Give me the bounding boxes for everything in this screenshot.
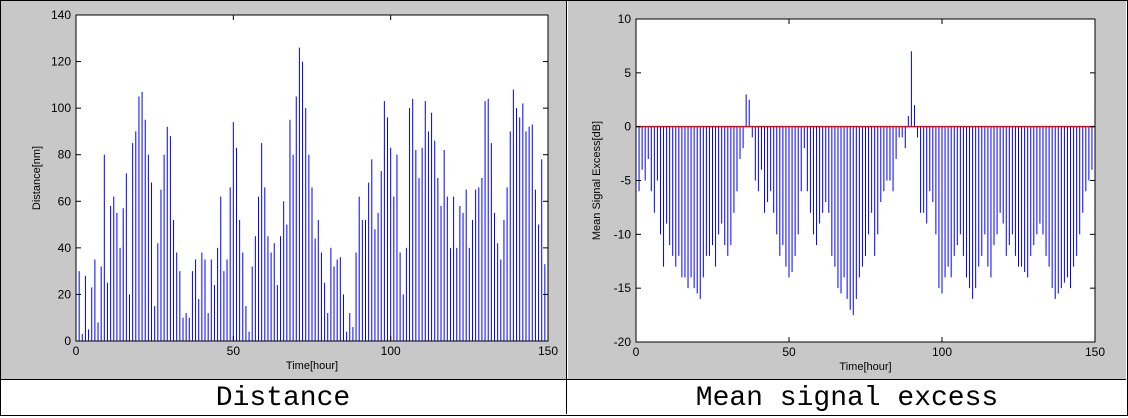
x-axis-label: Time[hour] <box>286 360 338 372</box>
caption-signal-excess: Mean signal excess <box>695 383 999 414</box>
y-tick-label: 0 <box>64 334 71 348</box>
signal-excess-chart: 0 50 100 150 -20 -15 -10 -5 0 5 10 Time[hour] Mean S… <box>568 1 1126 379</box>
caption-distance: Distance <box>215 383 351 414</box>
x-tick-label: 150 <box>538 344 558 358</box>
distance-chart: 0 50 100 150 0 20 40 60 80 100 120 140 Time[hour] Dis… <box>1 1 566 379</box>
y-tick-label: 140 <box>51 8 71 22</box>
y-tick-label: 100 <box>51 101 71 115</box>
row-divider <box>0 379 1126 380</box>
y-tick-label: -20 <box>614 335 632 349</box>
y-tick-label: 5 <box>624 66 631 80</box>
x-tick-label: 0 <box>73 344 80 358</box>
y-tick-label: -5 <box>620 174 631 188</box>
column-divider <box>566 0 567 414</box>
x-tick-label: 50 <box>227 344 241 358</box>
y-tick-label: 20 <box>58 287 72 301</box>
y-tick-label: -10 <box>614 227 632 241</box>
y-tick-label: 60 <box>58 194 72 208</box>
y-tick-label: -15 <box>614 281 632 295</box>
y-tick-label: 40 <box>58 241 72 255</box>
y-tick-label: 0 <box>624 120 631 134</box>
y-tick-label: 80 <box>58 148 72 162</box>
x-tick-label: 100 <box>381 344 401 358</box>
y-axis-label: Mean Signal Excess[dB] <box>591 121 603 240</box>
x-tick-label: 0 <box>633 345 640 359</box>
y-axis-label: Distance[nm] <box>31 146 43 210</box>
x-tick-label: 100 <box>932 345 952 359</box>
y-tick-label: 10 <box>618 12 632 26</box>
plot-frame <box>75 14 549 342</box>
x-axis-label: Time[hour] <box>839 361 891 373</box>
x-tick-label: 150 <box>1085 345 1105 359</box>
x-tick-label: 50 <box>782 345 796 359</box>
y-tick-label: 120 <box>51 55 71 69</box>
